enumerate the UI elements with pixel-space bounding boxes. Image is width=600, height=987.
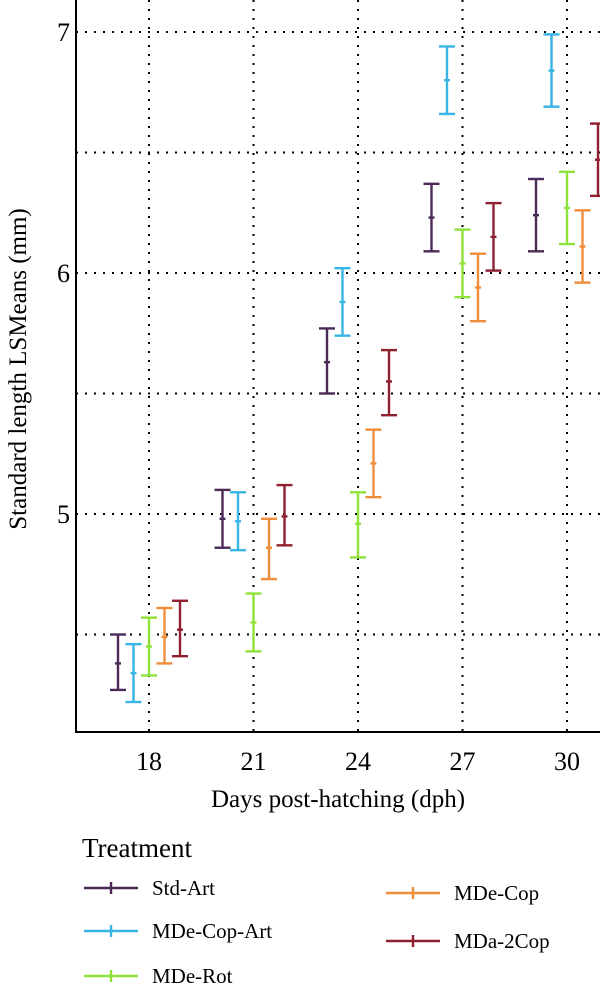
legend-swatch bbox=[386, 887, 440, 899]
x-tick-label: 21 bbox=[241, 747, 267, 776]
error-bar bbox=[230, 491, 246, 552]
legend: Treatment Std-Art MDe-Cop-Art MDe-Rot MDe-C… bbox=[82, 833, 550, 987]
grid bbox=[76, 0, 600, 732]
error-bar bbox=[470, 252, 486, 323]
error-bar bbox=[261, 517, 277, 581]
error-bar bbox=[350, 491, 366, 559]
legend-label: MDe-Rot bbox=[152, 964, 233, 987]
series-std-art bbox=[110, 177, 544, 692]
error-bar bbox=[574, 209, 591, 284]
legend-swatch bbox=[84, 970, 138, 982]
legend-item: MDe-Cop bbox=[386, 881, 539, 905]
error-bar bbox=[439, 45, 455, 116]
series-mde-cop-art bbox=[125, 33, 560, 704]
error-bar bbox=[125, 642, 142, 704]
y-ticks: 5 6 7 bbox=[57, 18, 70, 529]
series-group bbox=[110, 33, 600, 704]
x-axis-title: Days post-hatching (dph) bbox=[211, 786, 465, 813]
legend-swatch bbox=[84, 882, 138, 894]
legend-item: Std-Art bbox=[84, 876, 215, 900]
legend-label: MDe-Cop bbox=[454, 881, 539, 905]
legend-swatch bbox=[84, 925, 138, 937]
legend-label: MDa-2Cop bbox=[454, 929, 550, 953]
error-bar bbox=[156, 606, 173, 665]
x-tick-label: 18 bbox=[136, 747, 162, 776]
x-tick-label: 27 bbox=[450, 747, 476, 776]
error-bar bbox=[245, 592, 262, 653]
error-bar bbox=[423, 182, 440, 253]
legend-items: Std-Art MDe-Cop-Art MDe-Rot MDe-Cop MDa-2Cop bbox=[84, 876, 550, 987]
error-bar bbox=[543, 33, 560, 108]
legend-label: MDe-Cop-Art bbox=[152, 919, 272, 943]
legend-item: MDa-2Cop bbox=[386, 929, 550, 953]
legend-swatch bbox=[386, 935, 440, 947]
error-bar bbox=[485, 201, 502, 272]
legend-item: MDe-Rot bbox=[84, 964, 233, 987]
error-bar bbox=[172, 599, 188, 658]
error-bar bbox=[214, 488, 231, 549]
x-tick-label: 24 bbox=[345, 747, 371, 776]
error-bar bbox=[528, 177, 544, 253]
series-mde-cop bbox=[156, 209, 591, 665]
legend-label: Std-Art bbox=[152, 876, 215, 900]
axes bbox=[75, 0, 600, 733]
series-mda-2cop bbox=[172, 122, 600, 658]
error-bar bbox=[141, 616, 157, 677]
error-bar bbox=[454, 228, 471, 299]
y-tick-label: 5 bbox=[57, 500, 70, 529]
y-axis-title: Standard length LSMeans (mm) bbox=[5, 208, 32, 529]
error-bar bbox=[590, 122, 600, 198]
error-bar bbox=[276, 483, 293, 547]
legend-item: MDe-Cop-Art bbox=[84, 919, 272, 943]
y-tick-label: 7 bbox=[57, 18, 70, 47]
error-bar bbox=[365, 428, 382, 499]
error-bar bbox=[381, 348, 397, 417]
error-bar bbox=[319, 327, 335, 395]
x-ticks: 18 21 24 27 30 bbox=[136, 747, 580, 776]
error-bar bbox=[559, 170, 575, 246]
y-tick-label: 6 bbox=[57, 259, 70, 288]
error-bar bbox=[334, 266, 351, 337]
legend-title: Treatment bbox=[82, 833, 192, 863]
series-mde-rot bbox=[141, 170, 575, 677]
error-bar bbox=[110, 633, 126, 692]
x-tick-label: 30 bbox=[554, 747, 580, 776]
